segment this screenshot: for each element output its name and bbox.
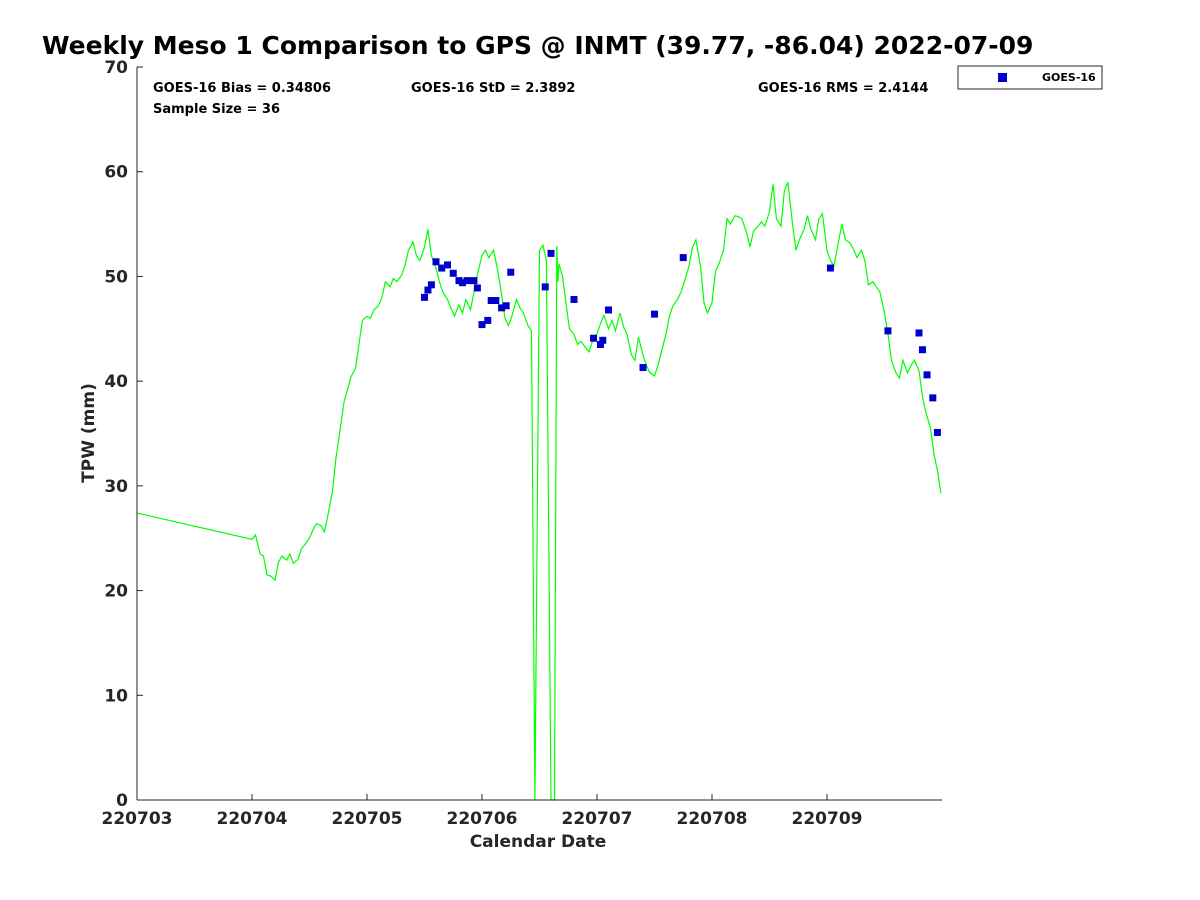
goes16-point-4 bbox=[438, 264, 446, 272]
y-tick-label-1: 10 bbox=[104, 686, 128, 706]
goes16-point-34 bbox=[929, 394, 937, 402]
x-tick-label-2: 220705 bbox=[332, 809, 403, 829]
x-tick-label-5: 220708 bbox=[677, 809, 748, 829]
goes16-point-5 bbox=[444, 261, 451, 269]
x-axis-label: Calendar Date bbox=[470, 832, 607, 852]
goes16-point-1 bbox=[424, 286, 432, 294]
goes16-point-27 bbox=[651, 310, 658, 318]
goes16-point-3 bbox=[432, 258, 440, 266]
goes16-point-29 bbox=[826, 264, 834, 272]
x-tick-label-1: 220704 bbox=[217, 809, 288, 829]
gps-series bbox=[136, 181, 942, 801]
goes16-point-14 bbox=[487, 297, 495, 305]
y-axis-ticks: 0 10 20 30 40 50 60 70 bbox=[104, 58, 143, 811]
goes16-point-31 bbox=[915, 329, 923, 337]
goes16-point-19 bbox=[541, 283, 549, 291]
y-tick-label-3: 30 bbox=[104, 477, 128, 497]
x-tick-label-4: 220707 bbox=[562, 809, 633, 829]
x-tick-label-3: 220706 bbox=[447, 809, 518, 829]
y-tick-label-6: 60 bbox=[104, 163, 128, 183]
goes16-point-15 bbox=[492, 297, 500, 305]
chart-title: Weekly Meso 1 Comparison to GPS @ INMT (… bbox=[42, 31, 1033, 60]
goes16-point-32 bbox=[918, 346, 926, 354]
goes16-point-21 bbox=[570, 295, 578, 303]
legend-marker-square bbox=[998, 73, 1007, 82]
y-tick-label-2: 20 bbox=[104, 582, 128, 602]
goes16-point-28 bbox=[679, 254, 687, 262]
goes16-point-22 bbox=[590, 334, 598, 342]
goes16-point-13 bbox=[484, 316, 492, 324]
y-axis-label: TPW (mm) bbox=[79, 383, 99, 483]
stat-rms: GOES-16 RMS = 2.4144 bbox=[758, 81, 928, 96]
legend-box bbox=[957, 65, 1103, 90]
goes16-point-9 bbox=[463, 277, 471, 285]
y-tick-label-5: 50 bbox=[104, 267, 128, 287]
goes16-point-8 bbox=[458, 279, 466, 287]
goes16-point-12 bbox=[478, 321, 486, 329]
x-axis-ticks: 220703 220704 220705 220706 220707 220708 2207… bbox=[102, 794, 863, 829]
goes16-point-11 bbox=[473, 284, 481, 292]
x-tick-label-0: 220703 bbox=[102, 809, 173, 829]
y-tick-label-7: 70 bbox=[104, 58, 128, 78]
goes16-point-23 bbox=[596, 340, 604, 348]
stat-bias: GOES-16 Bias = 0.34806 bbox=[153, 81, 331, 96]
goes16-point-17 bbox=[502, 302, 510, 310]
y-tick-label-4: 40 bbox=[104, 372, 128, 392]
goes16-point-2 bbox=[427, 281, 435, 289]
x-tick-label-6: 220709 bbox=[792, 809, 863, 829]
stat-sample-size: Sample Size = 36 bbox=[153, 102, 280, 117]
y-tick-label-0: 0 bbox=[116, 791, 128, 811]
goes16-point-6 bbox=[449, 269, 457, 277]
legend-label: GOES-16 bbox=[1042, 71, 1096, 84]
goes16-point-33 bbox=[923, 371, 931, 379]
goes16-point-10 bbox=[470, 277, 478, 285]
plot-area bbox=[137, 67, 942, 800]
goes16-point-24 bbox=[599, 336, 607, 344]
goes16-point-20 bbox=[547, 249, 555, 257]
goes16-series bbox=[421, 249, 941, 436]
legend: GOES-16 bbox=[957, 65, 1103, 90]
goes16-point-25 bbox=[605, 306, 612, 314]
stat-std: GOES-16 StD = 2.3892 bbox=[411, 81, 575, 96]
goes16-point-35 bbox=[933, 428, 941, 436]
goes16-point-30 bbox=[884, 327, 892, 335]
goes16-point-16 bbox=[498, 304, 506, 312]
goes16-point-0 bbox=[421, 293, 428, 301]
gps-line bbox=[136, 181, 942, 801]
goes16-point-18 bbox=[507, 268, 515, 276]
goes16-point-26 bbox=[639, 364, 647, 372]
